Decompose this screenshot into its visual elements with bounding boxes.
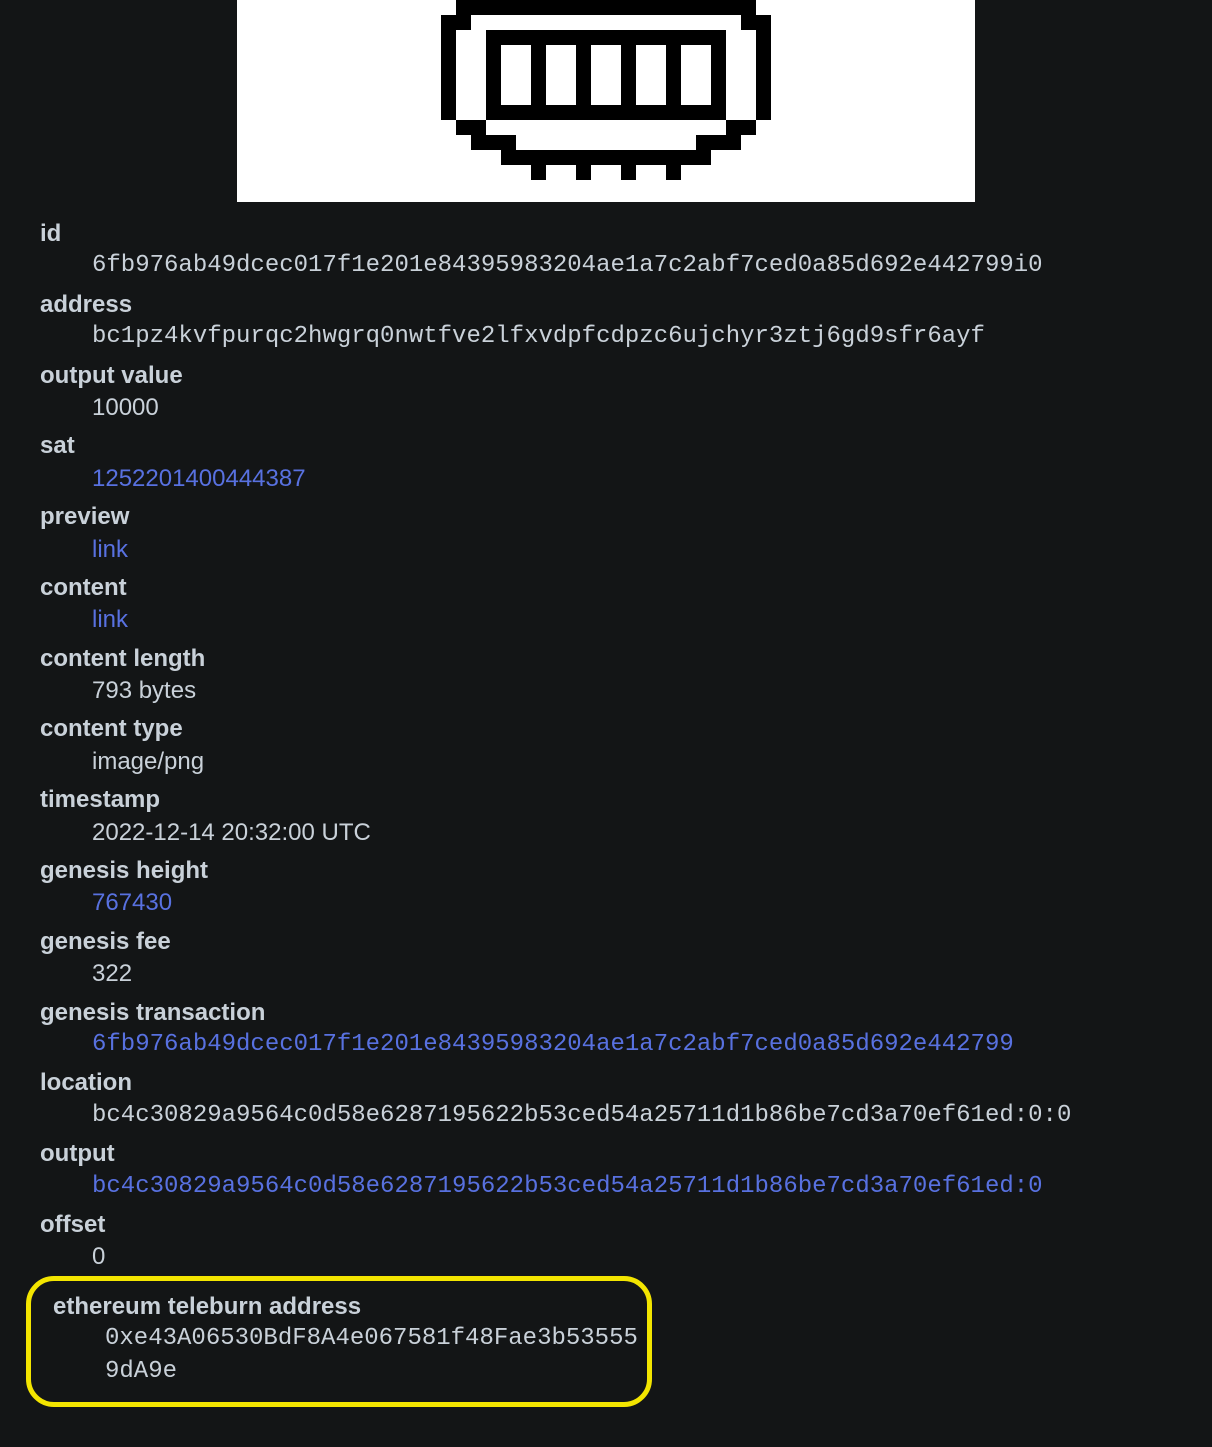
field-label-preview: preview — [40, 501, 1172, 533]
field-label-ethereum-teleburn-address: ethereum teleburn address — [39, 1291, 639, 1323]
field-label-genesis-height: genesis height — [40, 855, 1172, 887]
field-value-timestamp: 2022-12-14 20:32:00 UTC — [40, 817, 1172, 849]
field-value-location: bc4c30829a9564c0d58e6287195622b53ced54a2… — [40, 1100, 1172, 1132]
inscription-image-panel — [237, 0, 975, 202]
field-address: address bc1pz4kvfpurqc2hwgrq0nwtfve2lfxv… — [40, 289, 1172, 354]
field-label-output-value: output value — [40, 360, 1172, 392]
field-label-content: content — [40, 572, 1172, 604]
field-value-sat: 1252201400444387 — [40, 463, 1172, 495]
field-genesis-transaction: genesis transaction 6fb976ab49dcec017f1e… — [40, 997, 1172, 1062]
genesis-transaction-link[interactable]: 6fb976ab49dcec017f1e201e84395983204ae1a7… — [92, 1031, 1014, 1058]
field-value-content: link — [40, 604, 1172, 636]
field-label-genesis-transaction: genesis transaction — [40, 997, 1172, 1029]
field-value-address: bc1pz4kvfpurqc2hwgrq0nwtfve2lfxvdpfcdpzc… — [40, 321, 1172, 353]
field-value-genesis-fee: 322 — [40, 958, 1172, 990]
genesis-height-link[interactable]: 767430 — [92, 889, 172, 916]
inscription-details: id 6fb976ab49dcec017f1e201e84395983204ae… — [0, 202, 1212, 1447]
field-content-length: content length 793 bytes — [40, 643, 1172, 708]
field-label-content-type: content type — [40, 713, 1172, 745]
field-output-value: output value 10000 — [40, 360, 1172, 425]
field-content: content link — [40, 572, 1172, 637]
field-label-content-length: content length — [40, 643, 1172, 675]
field-value-preview: link — [40, 534, 1172, 566]
field-label-address: address — [40, 289, 1172, 321]
field-label-timestamp: timestamp — [40, 784, 1172, 816]
field-genesis-height: genesis height 767430 — [40, 855, 1172, 920]
field-location: location bc4c30829a9564c0d58e6287195622b… — [40, 1067, 1172, 1132]
field-value-id: 6fb976ab49dcec017f1e201e84395983204ae1a7… — [40, 250, 1172, 282]
field-sat: sat 1252201400444387 — [40, 430, 1172, 495]
field-value-content-type: image/png — [40, 746, 1172, 778]
field-label-id: id — [40, 218, 1172, 250]
inscription-pixel-art — [426, 0, 786, 202]
field-value-genesis-transaction: 6fb976ab49dcec017f1e201e84395983204ae1a7… — [40, 1029, 1172, 1061]
sat-link[interactable]: 1252201400444387 — [92, 465, 306, 492]
field-label-output: output — [40, 1138, 1172, 1170]
field-ethereum-teleburn-address: ethereum teleburn address 0xe43A06530BdF… — [39, 1291, 639, 1388]
field-output: output bc4c30829a9564c0d58e6287195622b53… — [40, 1138, 1172, 1203]
field-id: id 6fb976ab49dcec017f1e201e84395983204ae… — [40, 218, 1172, 283]
field-genesis-fee: genesis fee 322 — [40, 926, 1172, 991]
field-value-ethereum-teleburn-address: 0xe43A06530BdF8A4e067581f48Fae3b535559dA… — [39, 1323, 639, 1388]
field-content-type: content type image/png — [40, 713, 1172, 778]
output-link[interactable]: bc4c30829a9564c0d58e6287195622b53ced54a2… — [92, 1173, 1043, 1200]
field-preview: preview link — [40, 501, 1172, 566]
field-label-genesis-fee: genesis fee — [40, 926, 1172, 958]
field-offset: offset 0 — [40, 1209, 1172, 1274]
content-link[interactable]: link — [92, 606, 128, 633]
field-label-sat: sat — [40, 430, 1172, 462]
field-value-output: bc4c30829a9564c0d58e6287195622b53ced54a2… — [40, 1171, 1172, 1203]
preview-link[interactable]: link — [92, 536, 128, 563]
field-timestamp: timestamp 2022-12-14 20:32:00 UTC — [40, 784, 1172, 849]
field-value-genesis-height: 767430 — [40, 887, 1172, 919]
highlight-teleburn: ethereum teleburn address 0xe43A06530BdF… — [26, 1276, 652, 1407]
field-value-content-length: 793 bytes — [40, 675, 1172, 707]
field-value-offset: 0 — [40, 1241, 1172, 1273]
field-label-offset: offset — [40, 1209, 1172, 1241]
field-label-location: location — [40, 1067, 1172, 1099]
field-value-output-value: 10000 — [40, 392, 1172, 424]
